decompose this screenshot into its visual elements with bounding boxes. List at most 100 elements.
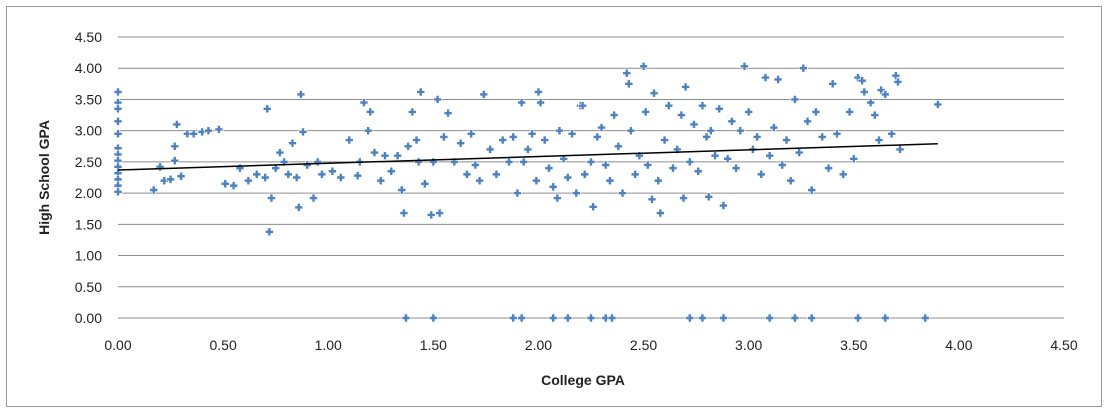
data-point [895, 145, 905, 154]
data-point [504, 157, 514, 167]
data-point [220, 179, 230, 189]
data-point [723, 154, 732, 164]
y-tick-label: 0.50 [75, 279, 102, 295]
data-point [866, 98, 875, 107]
data-point [283, 170, 293, 179]
data-point [450, 157, 459, 167]
data-point [622, 68, 632, 78]
data-point [475, 176, 484, 185]
data-point [832, 129, 842, 139]
data-point [443, 108, 453, 118]
data-point [735, 126, 745, 135]
data-point [586, 157, 596, 167]
data-point [668, 163, 678, 173]
data-point [534, 87, 543, 97]
data-point [740, 62, 749, 71]
data-point [597, 123, 606, 132]
data-points [113, 62, 943, 323]
data-point [607, 313, 617, 323]
data-point [403, 141, 413, 151]
data-point [563, 173, 573, 182]
data-point [159, 176, 169, 185]
data-point [359, 98, 369, 107]
data-point [693, 166, 703, 176]
y-axis-title: High School GPA [36, 120, 52, 235]
data-point [189, 129, 198, 139]
data-point [765, 313, 774, 323]
data-point [197, 127, 207, 137]
data-point [408, 107, 417, 117]
data-point [601, 160, 611, 170]
x-tick-label: 4.50 [1050, 337, 1077, 353]
data-point [588, 202, 598, 212]
data-point [416, 87, 426, 97]
data-point [336, 173, 346, 182]
data-point [370, 148, 379, 157]
y-tick-label: 4.00 [75, 60, 102, 76]
data-point [466, 129, 476, 139]
x-tick-label: 2.50 [630, 337, 657, 353]
data-point [363, 126, 373, 135]
data-point [689, 120, 699, 129]
data-point [399, 208, 409, 218]
x-tick-label: 4.00 [945, 337, 972, 353]
data-point [677, 110, 686, 120]
data-point [727, 117, 737, 126]
data-point [527, 129, 537, 139]
data-point [172, 120, 182, 129]
x-tick-label: 0.50 [209, 337, 236, 353]
x-tick-labels: 0.00 0.50 1.00 1.50 2.00 2.50 3.00 3.50 4.00 4.50 [104, 337, 1077, 353]
data-point [656, 208, 665, 218]
gridlines [118, 36, 1064, 319]
data-point [685, 313, 695, 323]
data-point [653, 176, 663, 185]
data-point [664, 101, 674, 110]
data-point [508, 132, 518, 142]
data-point [155, 162, 165, 172]
data-point [309, 193, 318, 203]
data-point [397, 185, 407, 195]
data-point [344, 135, 354, 145]
data-point [571, 188, 581, 198]
data-point [824, 163, 833, 173]
data-point [706, 126, 716, 135]
data-point [849, 154, 859, 164]
data-point [532, 176, 541, 185]
y-tick-label: 3.50 [75, 91, 102, 107]
data-point [386, 166, 396, 176]
data-point [744, 107, 753, 117]
y-tick-label: 4.50 [75, 29, 102, 45]
data-point [704, 192, 714, 202]
data-point [401, 313, 411, 323]
data-point [769, 123, 779, 132]
data-point [548, 313, 558, 323]
data-point [260, 173, 270, 182]
data-point [267, 193, 276, 203]
data-point [731, 163, 741, 173]
data-point [492, 170, 501, 179]
data-point [586, 313, 596, 323]
data-point [881, 313, 890, 323]
data-point [893, 77, 903, 87]
data-point [265, 227, 274, 237]
data-point [433, 95, 442, 104]
data-point [563, 313, 573, 323]
data-point [859, 87, 869, 97]
data-point [113, 117, 123, 126]
data-point [548, 182, 558, 192]
data-point [113, 87, 123, 97]
chart-frame [6, 6, 1102, 407]
data-point [605, 176, 615, 185]
data-point [519, 157, 529, 167]
data-point [803, 117, 812, 126]
data-point [567, 129, 577, 139]
trendline-group [117, 143, 938, 171]
data-point [719, 313, 728, 323]
data-point [870, 110, 880, 120]
data-point [271, 163, 280, 173]
data-point [544, 163, 554, 173]
data-point [540, 135, 550, 145]
data-point [279, 157, 289, 167]
data-point [672, 145, 682, 154]
data-point [765, 151, 774, 160]
